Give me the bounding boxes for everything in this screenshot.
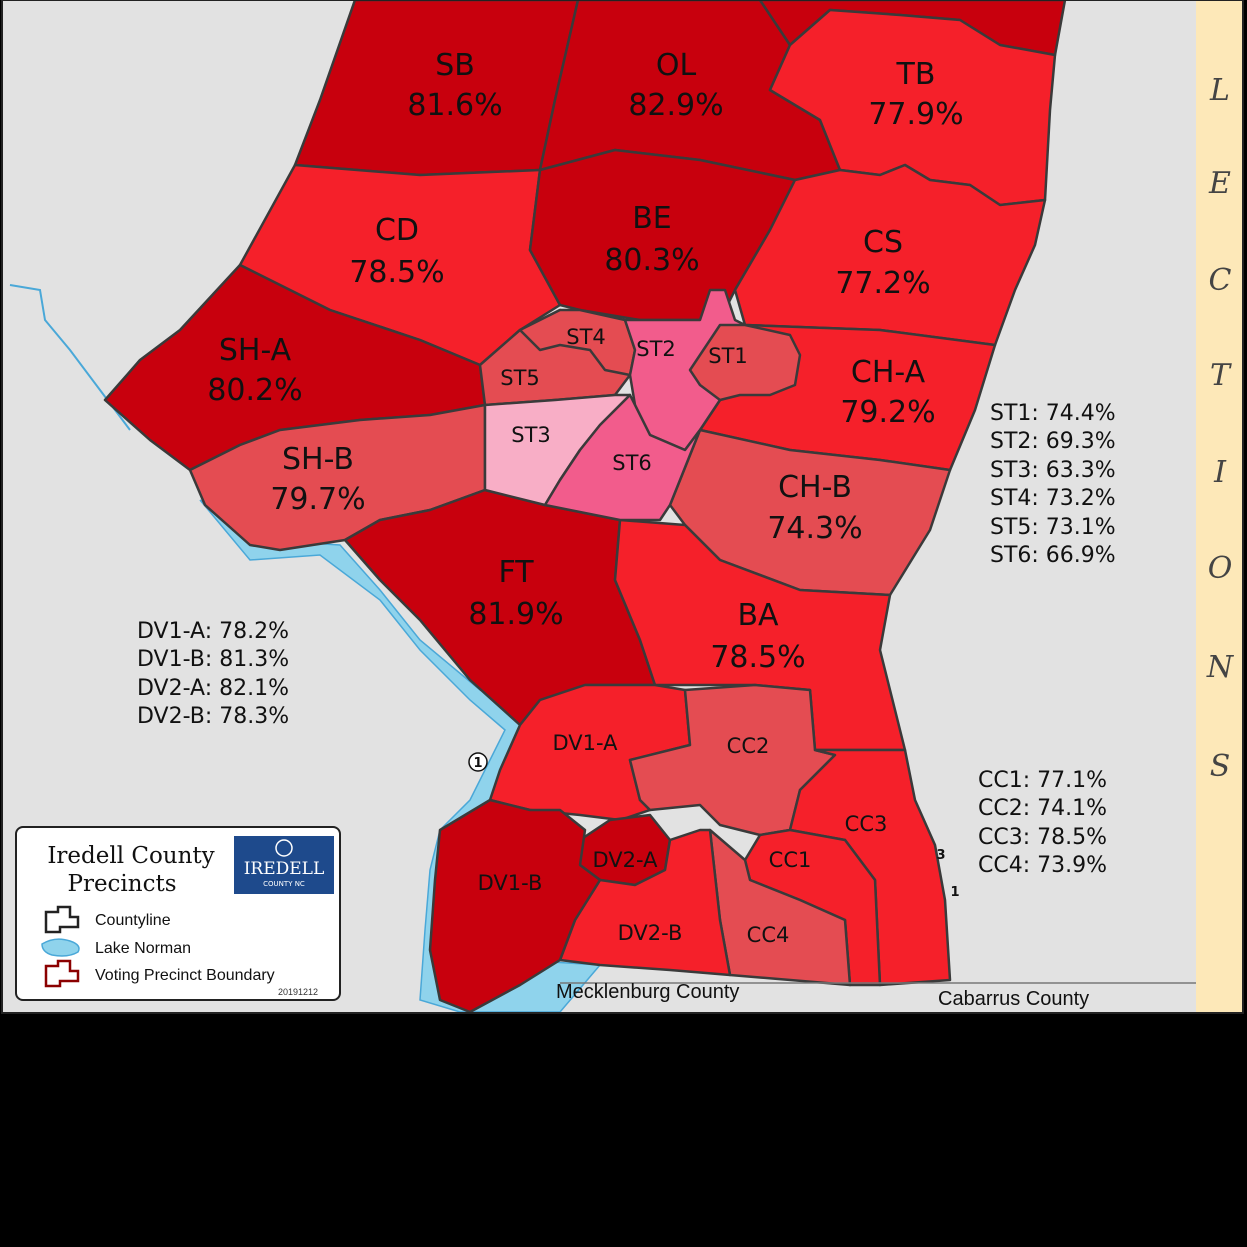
legend-item-countyline: Countyline — [95, 912, 171, 929]
precinct-label-cc3: CC3 — [845, 812, 888, 836]
precinct-shape-st6 — [543, 393, 702, 522]
route-markers: 1 3 1 — [468, 752, 960, 900]
banner-letter: O — [1208, 551, 1233, 586]
stat-line: DV1-B: 81.3% — [137, 647, 289, 672]
precinct-label-cs-code: CS — [863, 225, 903, 260]
small-precinct-labels: ST1 ST2 ST3 ST4 ST5 ST6 DV1-A DV1-B DV2-… — [478, 325, 888, 947]
precinct-label-st6: ST6 — [612, 451, 652, 475]
map-frame — [1, 0, 1244, 1014]
precinct-label-cc4: CC4 — [747, 923, 790, 947]
route-marker-shape — [468, 752, 488, 772]
banner-letter: L — [1209, 73, 1230, 108]
logo-text: IREDELL — [244, 859, 325, 879]
stat-line: ST1: 74.4% — [990, 401, 1116, 426]
precinct-label-dv1-b: DV1-B — [478, 871, 543, 895]
river — [9, 284, 131, 431]
banner-letter: C — [1209, 263, 1232, 298]
stat-line: CC1: 77.1% — [978, 768, 1107, 793]
precinct-label-dv2-a: DV2-A — [592, 848, 658, 872]
precinct-label-ch-b-pct: 74.3% — [767, 511, 862, 546]
precinct-label-cc1: CC1 — [769, 848, 812, 872]
logo-subtext: COUNTY NC — [263, 880, 305, 888]
precinct-label-st1: ST1 — [708, 344, 748, 368]
precinct-boundary-icon — [44, 959, 80, 988]
stat-line: DV2-A: 82.1% — [137, 676, 289, 701]
stat-line: ST5: 73.1% — [990, 515, 1116, 540]
legend-title-line1: Iredell County — [47, 843, 214, 869]
county-label-mecklenburg: Mecklenburg County — [556, 981, 739, 1003]
precinct-label-ol-pct: 82.9% — [628, 88, 723, 123]
dv-stats-list: DV1-A: 78.2% DV1-B: 81.3% DV2-A: 82.1% D… — [137, 619, 289, 729]
precinct-label-cd-pct: 78.5% — [349, 255, 444, 290]
precinct-label-ba-pct: 78.5% — [710, 640, 805, 675]
county-label-cabarrus: Cabarrus County — [938, 988, 1089, 1010]
stat-line: ST2: 69.3% — [990, 429, 1116, 454]
precinct-label-tb-code: TB — [896, 57, 936, 92]
precinct-labels: SB 81.6% OL 82.9% TB 77.9% CD 78.5% BE 8… — [207, 48, 963, 675]
stat-line: ST3: 63.3% — [990, 458, 1116, 483]
precinct-label-st3: ST3 — [511, 423, 551, 447]
precinct-shape-st1 — [688, 323, 802, 402]
precinct-label-cd-code: CD — [375, 213, 419, 248]
precinct-label-ft-code: FT — [498, 555, 534, 590]
route-marker: 1 — [473, 756, 482, 771]
precinct-label-ch-a-pct: 79.2% — [840, 395, 935, 430]
precinct-label-st4: ST4 — [566, 325, 606, 349]
banner-letter: I — [1213, 455, 1227, 490]
stat-line: ST6: 66.9% — [990, 543, 1116, 568]
route-marker: 3 — [936, 848, 945, 863]
precinct-label-sb-code: SB — [435, 48, 475, 83]
precinct-label-be-code: BE — [632, 201, 672, 236]
precinct-label-sh-b-pct: 79.7% — [270, 482, 365, 517]
stat-line: DV2-B: 78.3% — [137, 704, 289, 729]
elections-banner — [1196, 0, 1244, 1013]
banner-letter: T — [1210, 358, 1232, 393]
banner-letter: E — [1208, 166, 1231, 201]
stat-line: CC2: 74.1% — [978, 796, 1107, 821]
precinct-label-be-pct: 80.3% — [604, 243, 699, 278]
precinct-label-tb-pct: 77.9% — [868, 97, 963, 132]
legend-title-line2: Precincts — [67, 871, 176, 897]
precinct-label-ft-pct: 81.9% — [468, 597, 563, 632]
precinct-label-dv1-a: DV1-A — [552, 731, 618, 755]
precinct-label-sb-pct: 81.6% — [407, 88, 502, 123]
banner-letter: S — [1210, 749, 1231, 784]
stat-line: CC4: 73.9% — [978, 853, 1107, 878]
precinct-label-sh-b-code: SH-B — [282, 442, 354, 477]
legend: Iredell County Precincts IREDELL COUNTY … — [15, 826, 341, 1001]
countyline-icon — [44, 905, 80, 934]
precinct-shape-dv1-b — [428, 798, 602, 1014]
precinct-label-sh-a-pct: 80.2% — [207, 373, 302, 408]
precinct-polygons — [103, 0, 1067, 1014]
legend-item-boundary: Voting Precinct Boundary — [95, 967, 275, 984]
precinct-label-dv2-b: DV2-B — [618, 921, 683, 945]
legend-item-lake: Lake Norman — [95, 940, 191, 957]
cc-stats-list: CC1: 77.1% CC2: 74.1% CC3: 78.5% CC4: 73… — [978, 768, 1107, 878]
precinct-label-ol-code: OL — [656, 48, 697, 83]
precinct-label-sh-a-code: SH-A — [219, 333, 292, 368]
stat-line: CC3: 78.5% — [978, 825, 1107, 850]
precinct-label-ch-b-code: CH-B — [778, 470, 852, 505]
banner-letters: L E C T I O N S — [1206, 73, 1235, 784]
lake-icon — [41, 938, 80, 957]
precinct-label-cc2: CC2 — [727, 734, 770, 758]
logo-badge — [234, 836, 334, 894]
stat-line: ST4: 73.2% — [990, 486, 1116, 511]
banner-letter: N — [1206, 650, 1235, 685]
precinct-label-ch-a-code: CH-A — [851, 355, 926, 390]
precinct-label-st2: ST2 — [636, 337, 676, 361]
precinct-label-st5: ST5 — [500, 366, 540, 390]
st-stats-list: ST1: 74.4% ST2: 69.3% ST3: 63.3% ST4: 73… — [990, 401, 1116, 568]
logo-seal-icon — [275, 839, 293, 857]
stat-line: DV1-A: 78.2% — [137, 619, 289, 644]
precinct-label-ba-code: BA — [737, 598, 779, 633]
precinct-label-cs-pct: 77.2% — [835, 266, 930, 301]
precinct-shape-cs — [733, 163, 1047, 347]
route-marker: 1 — [950, 885, 959, 900]
legend-date: 20191212 — [278, 987, 318, 997]
